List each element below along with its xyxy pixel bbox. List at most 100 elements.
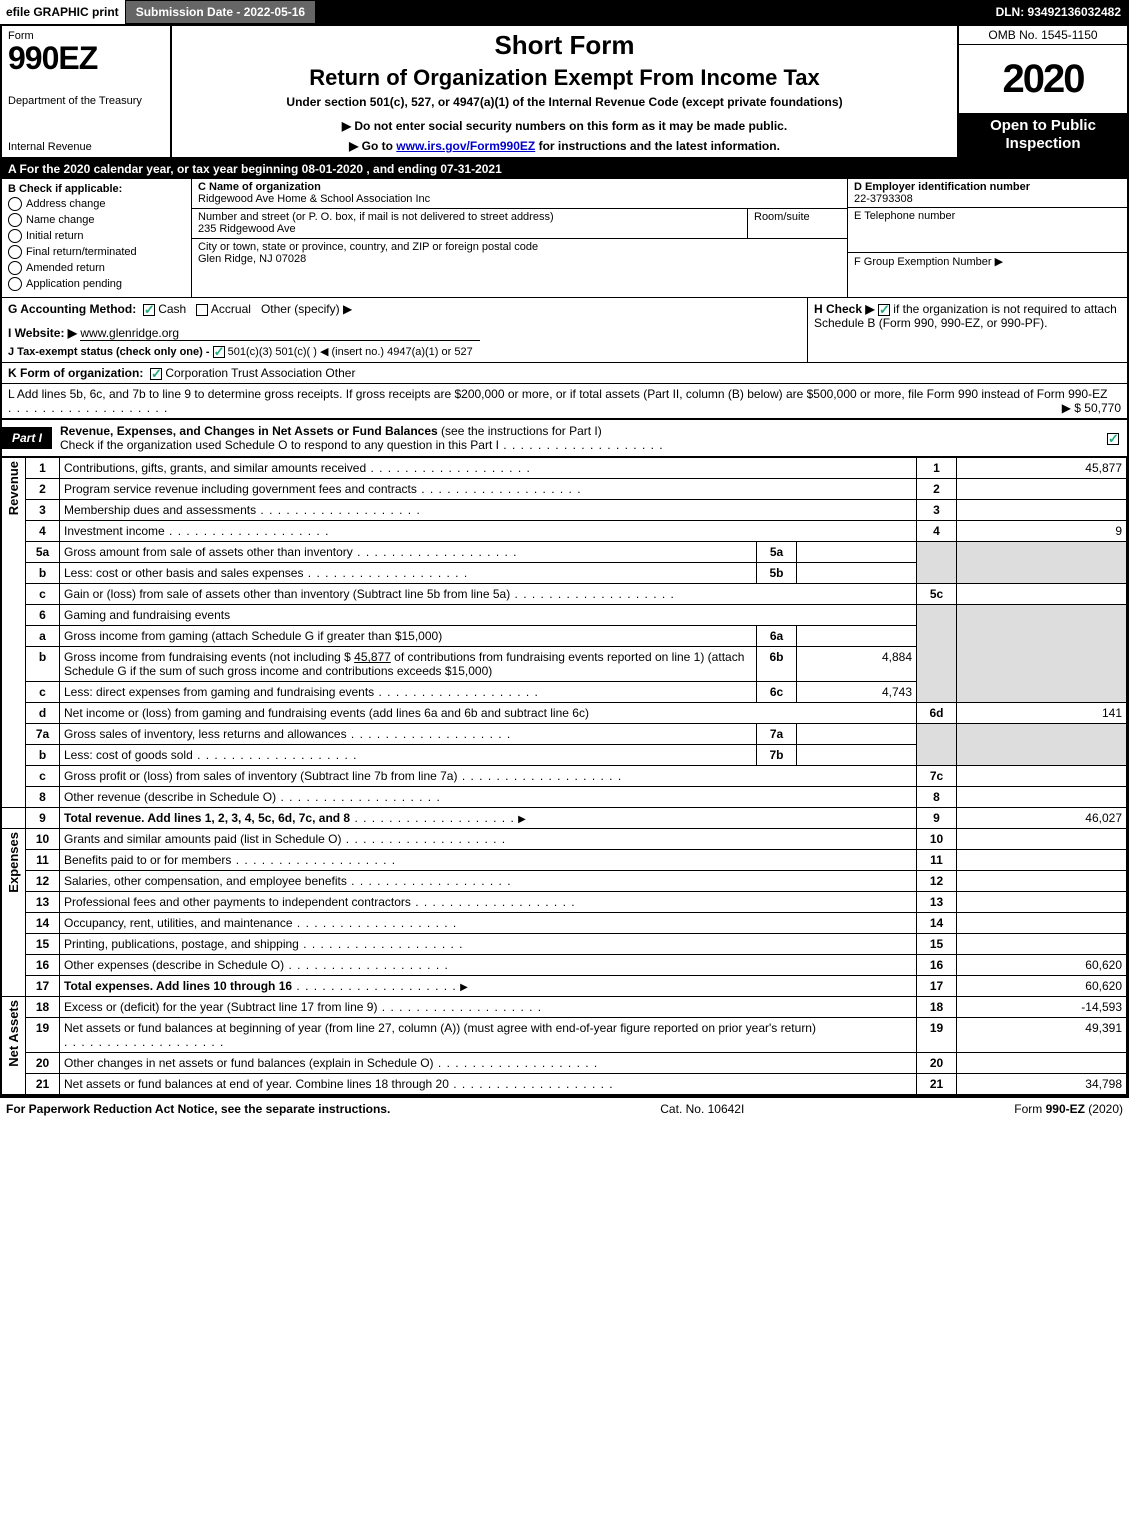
section-b: B Check if applicable: Address change Na…	[2, 179, 192, 297]
l17-val: 60,620	[957, 976, 1127, 997]
l19-num: 19	[26, 1018, 60, 1053]
efile-print-label[interactable]: efile GRAPHIC print	[0, 0, 125, 24]
l21-val: 34,798	[957, 1074, 1127, 1095]
l6c-sv: 4,743	[797, 682, 917, 703]
footer-right: Form 990-EZ (2020)	[1014, 1102, 1123, 1116]
l6d-cn: 6d	[917, 703, 957, 724]
l-text: L Add lines 5b, 6c, and 7b to line 9 to …	[8, 387, 1107, 401]
l19-cn: 19	[917, 1018, 957, 1053]
l16-val: 60,620	[957, 955, 1127, 976]
l11-num: 11	[26, 850, 60, 871]
l2-val	[957, 479, 1127, 500]
checkbox-accrual[interactable]	[196, 304, 208, 316]
l7a-desc: Gross sales of inventory, less returns a…	[64, 727, 347, 741]
l17-desc: Total expenses. Add lines 10 through 16	[64, 979, 292, 993]
l5b-num: b	[26, 563, 60, 584]
c-city-label: City or town, state or province, country…	[198, 241, 538, 253]
l3-val	[957, 500, 1127, 521]
l3-num: 3	[26, 500, 60, 521]
l18-num: 18	[26, 997, 60, 1018]
org-city: Glen Ridge, NJ 07028	[198, 253, 306, 265]
checkbox-corporation[interactable]	[150, 368, 162, 380]
footer-right-bold: 990-EZ	[1046, 1102, 1085, 1116]
l5a-sn: 5a	[757, 542, 797, 563]
topbar-spacer	[316, 0, 987, 24]
header-mid: Short Form Return of Organization Exempt…	[172, 26, 957, 157]
l17-arrow-icon	[460, 979, 470, 993]
c-name-label: C Name of organization	[198, 181, 321, 193]
l6-desc: Gaming and fundraising events	[60, 605, 917, 626]
checkbox-schedule-b[interactable]	[878, 304, 890, 316]
checkbox-schedule-o[interactable]	[1107, 433, 1119, 445]
c-city-cell: City or town, state or province, country…	[192, 239, 847, 269]
checkbox-amended-return[interactable]	[8, 261, 22, 275]
l7b-desc: Less: cost of goods sold	[64, 748, 193, 762]
form-subtitle: Under section 501(c), 527, or 4947(a)(1)…	[180, 95, 949, 109]
opt-final-return: Final return/terminated	[26, 246, 137, 258]
l1-val: 45,877	[957, 458, 1127, 479]
l5a-num: 5a	[26, 542, 60, 563]
footer-right-post: (2020)	[1085, 1102, 1123, 1116]
l15-cn: 15	[917, 934, 957, 955]
l6c-num: c	[26, 682, 60, 703]
irs-link[interactable]: www.irs.gov/Form990EZ	[396, 139, 535, 153]
checkbox-initial-return[interactable]	[8, 229, 22, 243]
l7c-cn: 7c	[917, 766, 957, 787]
l18-cn: 18	[917, 997, 957, 1018]
l13-cn: 13	[917, 892, 957, 913]
c-addr-label: Number and street (or P. O. box, if mail…	[198, 211, 554, 223]
l6abc-grey	[917, 605, 957, 703]
l7c-desc: Gross profit or (loss) from sales of inv…	[64, 769, 457, 783]
submission-date-label: Submission Date - 2022-05-16	[125, 0, 316, 24]
l6a-num: a	[26, 626, 60, 647]
j-opts: 501(c)(3) 501(c)( ) ◀ (insert no.) 4947(…	[228, 346, 473, 358]
l15-num: 15	[26, 934, 60, 955]
l17-num: 17	[26, 976, 60, 997]
checkbox-name-change[interactable]	[8, 213, 22, 227]
l14-desc: Occupancy, rent, utilities, and maintena…	[64, 916, 293, 930]
l5c-cn: 5c	[917, 584, 957, 605]
checkbox-501c3[interactable]	[213, 346, 225, 358]
header-right: OMB No. 1545-1150 2020 Open to Public In…	[957, 26, 1127, 157]
l-dots	[8, 401, 168, 415]
l6d-desc: Net income or (loss) from gaming and fun…	[64, 706, 589, 720]
c-name-cell: C Name of organization Ridgewood Ave Hom…	[192, 179, 847, 209]
part1-check-line: Check if the organization used Schedule …	[60, 438, 499, 452]
l10-num: 10	[26, 829, 60, 850]
l4-cn: 4	[917, 521, 957, 542]
l-amount: ▶ $ 50,770	[1062, 401, 1121, 415]
website-value: www.glenridge.org	[80, 326, 480, 341]
checkbox-cash[interactable]	[143, 304, 155, 316]
l1-desc: Contributions, gifts, grants, and simila…	[64, 461, 366, 475]
l16-desc: Other expenses (describe in Schedule O)	[64, 958, 284, 972]
l16-cn: 16	[917, 955, 957, 976]
l14-cn: 14	[917, 913, 957, 934]
l8-cn: 8	[917, 787, 957, 808]
checkbox-final-return[interactable]	[8, 245, 22, 259]
l21-cn: 21	[917, 1074, 957, 1095]
footer-cat: Cat. No. 10642I	[660, 1102, 744, 1116]
l5ab-grey	[917, 542, 957, 584]
l6c-desc: Less: direct expenses from gaming and fu…	[64, 685, 374, 699]
l12-cn: 12	[917, 871, 957, 892]
header-left: Form 990EZ Department of the Treasury In…	[2, 26, 172, 157]
g-accrual: Accrual	[211, 302, 251, 316]
l4-num: 4	[26, 521, 60, 542]
l5b-sv	[797, 563, 917, 584]
l8-num: 8	[26, 787, 60, 808]
org-name: Ridgewood Ave Home & School Association …	[198, 193, 430, 205]
l9-desc: Total revenue. Add lines 1, 2, 3, 4, 5c,…	[64, 811, 350, 825]
checkbox-address-change[interactable]	[8, 197, 22, 211]
l7c-num: c	[26, 766, 60, 787]
checkbox-application-pending[interactable]	[8, 277, 22, 291]
l20-desc: Other changes in net assets or fund bala…	[64, 1056, 434, 1070]
row-a-tax-year: A For the 2020 calendar year, or tax yea…	[2, 159, 1127, 179]
org-address: 235 Ridgewood Ave	[198, 223, 296, 235]
goto-pre: ▶ Go to	[349, 139, 396, 153]
l19-val: 49,391	[957, 1018, 1127, 1053]
l10-val	[957, 829, 1127, 850]
side-revenue: Revenue	[2, 458, 26, 808]
l3-desc: Membership dues and assessments	[64, 503, 256, 517]
l4-desc: Investment income	[64, 524, 165, 538]
k-label: K Form of organization:	[8, 366, 143, 380]
